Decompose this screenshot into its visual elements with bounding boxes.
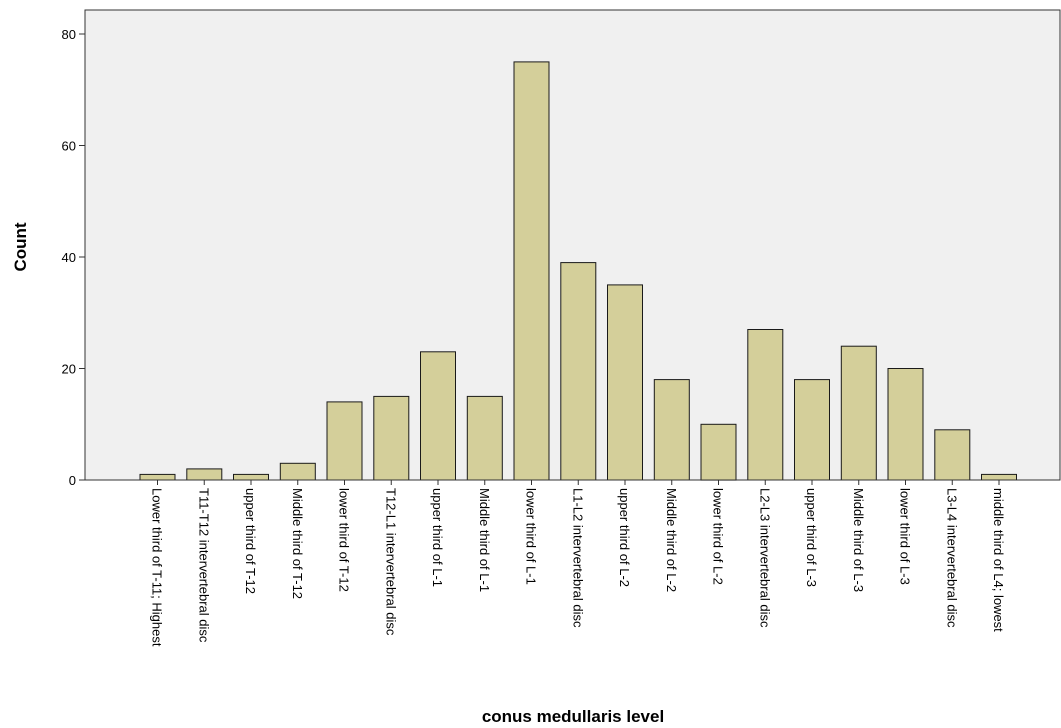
y-tick-label: 40 [62, 250, 76, 265]
bar [747, 329, 784, 481]
bar [186, 468, 223, 481]
bar [420, 351, 456, 481]
bar [700, 423, 737, 481]
y-axis-ticks: 0 20 40 60 80 [62, 27, 85, 488]
bar [560, 262, 597, 481]
bar [794, 379, 830, 481]
y-tick-label: 60 [62, 139, 76, 154]
bar [981, 473, 1017, 481]
x-category-label: Middle third of L-2 [664, 488, 679, 592]
bar [466, 395, 503, 481]
x-category-label: lower third of L-3 [898, 488, 913, 585]
x-category-label: Lower third of T-11; Highest [150, 488, 165, 647]
bar [233, 473, 269, 481]
bar [887, 368, 924, 481]
x-category-label: Middle third of L-1 [477, 488, 492, 592]
x-axis-title: conus medullaris level [482, 707, 664, 726]
bar [279, 462, 316, 481]
bar [373, 395, 410, 481]
x-axis-ticks: Lower third of T-11; Highest T11-T12 inte… [150, 480, 1006, 647]
x-category-label: L3-L4 intervertebral disc [944, 488, 959, 628]
bar [653, 379, 690, 481]
bar [840, 345, 877, 481]
y-tick-label: 20 [62, 362, 76, 377]
bar [513, 61, 550, 481]
x-category-label: lower third of L-2 [711, 488, 726, 585]
x-category-label: T12-L1 intervertebral disc [383, 488, 398, 636]
x-category-label: upper third of L-3 [804, 488, 819, 587]
x-category-label: L2-L3 intervertebral disc [757, 488, 772, 628]
bar [139, 473, 176, 481]
x-category-label: upper third of T-12 [243, 488, 258, 594]
y-axis-title: Count [11, 222, 30, 271]
bar [607, 284, 643, 481]
y-tick-label: 0 [69, 473, 76, 488]
x-category-label: T11-T12 intervertebral disc [196, 488, 211, 643]
x-category-label: upper third of L-1 [430, 488, 445, 587]
bars-group [139, 61, 1017, 481]
x-category-label: Middle third of L-3 [851, 488, 866, 592]
x-category-label: Middle third of T-12 [290, 488, 305, 599]
bar [934, 429, 971, 481]
x-category-label: lower third of T-12 [337, 488, 352, 592]
x-category-label: upper third of L-2 [617, 488, 632, 587]
x-category-label: lower third of L-1 [524, 488, 539, 585]
y-tick-label: 80 [62, 27, 76, 42]
x-category-label: L1-L2 intervertebral disc [570, 488, 585, 628]
x-category-label: middle third of L4; lowest [991, 488, 1006, 632]
bar [326, 401, 363, 481]
